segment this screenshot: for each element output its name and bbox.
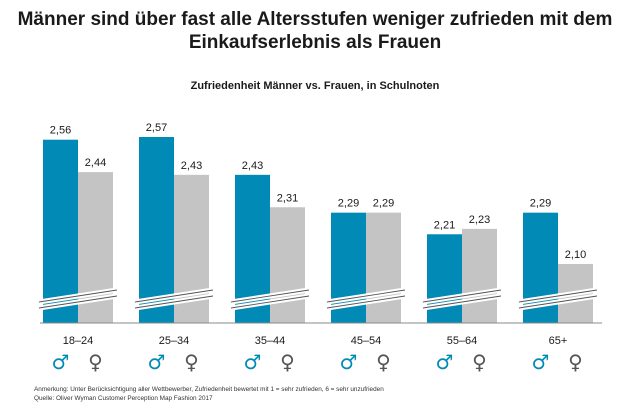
axis-break-mark bbox=[38, 289, 118, 303]
data-label: 2,43 bbox=[181, 160, 202, 172]
axis-break-mark bbox=[230, 289, 310, 303]
female-symbol-icon: ♀ bbox=[280, 350, 295, 374]
data-label: 2,29 bbox=[530, 198, 551, 210]
data-label: 2,23 bbox=[469, 214, 490, 226]
x-tick-label: 55–64 bbox=[447, 335, 478, 347]
female-symbol-icon: ♀ bbox=[376, 350, 391, 374]
footnote-note: Anmerkung: Unter Berücksichtigung aller … bbox=[34, 386, 384, 393]
female-symbol-icon: ♀ bbox=[88, 350, 103, 374]
data-label: 2,29 bbox=[338, 198, 359, 210]
x-tick-label: 35–44 bbox=[255, 335, 286, 347]
x-tick-label: 65+ bbox=[549, 335, 568, 347]
bar bbox=[462, 228, 497, 323]
x-tick-label: 45–54 bbox=[351, 335, 382, 347]
x-tick-label: 25–34 bbox=[159, 335, 190, 347]
axis-break-mark bbox=[326, 295, 406, 309]
female-symbol-icon: ♀ bbox=[184, 350, 199, 374]
chart-title: Männer sind über fast alle Altersstufen … bbox=[17, 9, 613, 53]
female-symbol-icon: ♀ bbox=[472, 350, 487, 374]
data-label: 2,21 bbox=[434, 219, 455, 231]
axis-break-mark bbox=[134, 295, 214, 309]
axis-break-mark bbox=[518, 295, 598, 309]
axis-break-mark bbox=[134, 289, 214, 303]
data-label: 2,57 bbox=[146, 122, 167, 134]
male-symbol-icon: ♂ bbox=[340, 350, 358, 374]
data-label: 2,44 bbox=[85, 157, 106, 169]
data-label: 2,31 bbox=[277, 192, 298, 204]
bar bbox=[427, 234, 462, 323]
axis-break-mark bbox=[422, 289, 502, 303]
bar bbox=[139, 137, 174, 323]
male-symbol-icon: ♂ bbox=[532, 350, 550, 374]
bar bbox=[366, 212, 401, 323]
data-label: 2,10 bbox=[565, 249, 586, 261]
data-label: 2,43 bbox=[242, 160, 263, 172]
male-symbol-icon: ♂ bbox=[436, 350, 454, 374]
bar bbox=[270, 207, 305, 323]
bar-chart: 2,56 2,57 2,43 2,29 2,21 2,29 2,44 2,43 2,31 2,29… bbox=[38, 122, 602, 374]
male-symbol-icon: ♂ bbox=[52, 350, 70, 374]
axis-break-mark bbox=[38, 295, 118, 309]
bar bbox=[43, 139, 78, 323]
chart-subtitle: Zufriedenheit Männer vs. Frauen, in Schu… bbox=[190, 80, 440, 92]
data-label: 2,29 bbox=[373, 198, 394, 210]
x-tick-label: 18–24 bbox=[63, 335, 94, 347]
data-label: 2,56 bbox=[50, 125, 71, 137]
axis-break-mark bbox=[230, 295, 310, 309]
male-symbol-icon: ♂ bbox=[244, 350, 262, 374]
axis-break-mark bbox=[326, 289, 406, 303]
footnote-source: Quelle: Oliver Wyman Customer Perception… bbox=[34, 395, 213, 402]
footnotes: Anmerkung: Unter Berücksichtigung aller … bbox=[34, 385, 384, 403]
axis-break-mark bbox=[518, 289, 598, 303]
male-symbol-icon: ♂ bbox=[148, 350, 166, 374]
female-symbol-icon: ♀ bbox=[568, 350, 583, 374]
axis-break-mark bbox=[422, 295, 502, 309]
